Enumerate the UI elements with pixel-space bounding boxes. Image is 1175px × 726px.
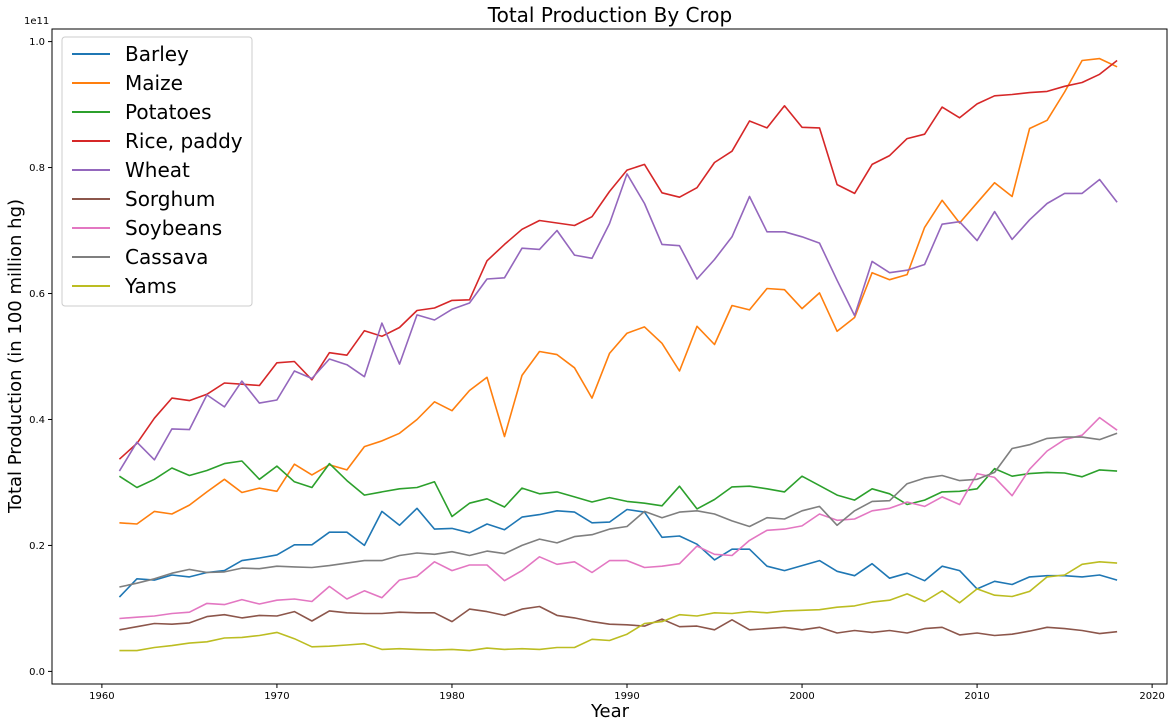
y-tick-label: 0.2	[29, 541, 45, 552]
chart-title: Total Production By Crop	[487, 3, 732, 27]
series-line-wheat	[118, 173, 1118, 472]
x-tick-label: 2020	[1139, 691, 1164, 702]
x-tick-label: 2010	[964, 691, 989, 702]
legend-box	[61, 36, 253, 307]
axis-ticks-group: 1960 1970 1980 1990 2000 2010 2020 0.0 0.2 0.4 0.6…	[29, 37, 1165, 702]
legend-label-soybeans: Soybeans	[125, 216, 222, 240]
plot-series-group	[118, 57, 1118, 652]
series-line-yams	[119, 560, 1118, 652]
legend-label-barley: Barley	[125, 42, 189, 66]
y-tick-label: 0.6	[29, 289, 45, 300]
legend-label-cassava: Cassava	[125, 245, 208, 269]
series-line-potatoes	[118, 460, 1118, 518]
y-tick-label: 0.4	[29, 415, 45, 426]
series-line-barley	[118, 507, 1118, 598]
y-offset-label: 1e11	[24, 16, 49, 27]
legend-label-potatoes: Potatoes	[125, 100, 211, 124]
y-axis-title: Total Production (in 100 million hg)	[5, 199, 26, 514]
x-tick-label: 1990	[614, 691, 639, 702]
legend: Barley Maize Potatoes Rice, paddy Wheat Sorgh…	[61, 36, 253, 307]
series-line-cassava	[119, 432, 1118, 588]
x-tick-label: 1980	[439, 691, 464, 702]
y-tick-label: 0.8	[29, 163, 45, 174]
legend-label-sorghum: Sorghum	[125, 187, 215, 211]
legend-label-rice-paddy: Rice, paddy	[125, 129, 243, 153]
y-tick-label: 0.0	[29, 667, 45, 678]
series-line-maize	[119, 57, 1118, 525]
x-tick-label: 1970	[264, 691, 289, 702]
legend-label-wheat: Wheat	[125, 158, 190, 182]
plot-frame	[51, 28, 1168, 685]
legend-label-yams: Yams	[124, 274, 177, 298]
series-line-soybeans	[119, 416, 1118, 620]
x-axis-title: Year	[590, 701, 630, 722]
series-line-rice-paddy	[118, 59, 1118, 460]
x-tick-label: 2000	[789, 691, 814, 702]
x-tick-label: 1960	[89, 691, 114, 702]
series-line-sorghum	[119, 605, 1118, 637]
y-tick-label: 1.0	[29, 37, 45, 48]
legend-label-maize: Maize	[125, 71, 183, 95]
